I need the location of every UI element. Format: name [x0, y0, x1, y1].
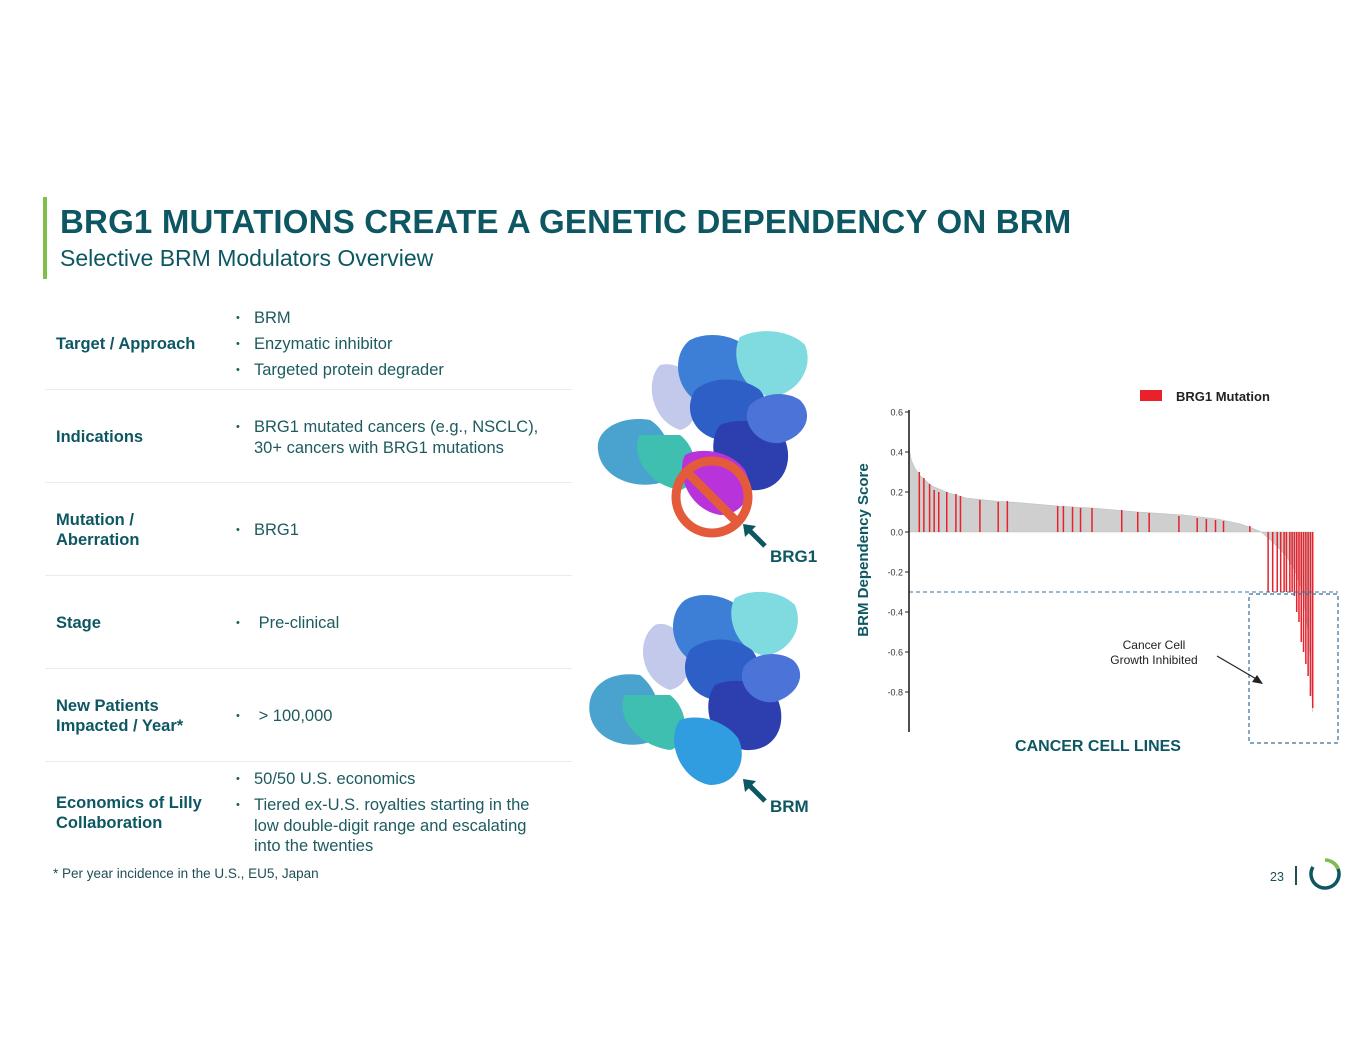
brg1-protein-image — [597, 331, 808, 538]
row-bullets: BRM Enzymatic inhibitor Targeted protein… — [236, 308, 444, 386]
annotation-arrowhead — [1252, 675, 1263, 684]
y-tick-label: -0.4 — [887, 608, 903, 618]
page-subtitle: Selective BRM Modulators Overview — [60, 245, 434, 271]
page-separator — [1295, 866, 1297, 885]
row-label-stage: Stage — [56, 614, 101, 632]
y-tick-label: -0.6 — [887, 648, 903, 658]
page-title: BRG1 MUTATIONS CREATE A GENETIC DEPENDEN… — [60, 203, 1072, 240]
row-label-target-approach: Target / Approach — [56, 335, 196, 353]
company-logo-icon — [1309, 858, 1341, 890]
row-bullets: > 100,000 — [236, 706, 332, 732]
y-tick-label: -0.2 — [887, 568, 903, 578]
bullet-item: Tiered ex-U.S. royalties starting in the… — [236, 795, 546, 857]
brm-label: BRM — [770, 797, 809, 816]
brm-arrow-icon — [743, 779, 767, 803]
bullet-item: Targeted protein degrader — [236, 360, 444, 381]
table-row: Mutation / Aberration BRG1 — [45, 483, 572, 576]
dependency-area — [908, 447, 1314, 713]
y-tick-label: -0.8 — [887, 688, 903, 698]
bullet-item: BRG1 — [236, 520, 299, 541]
footnote: * Per year incidence in the U.S., EU5, J… — [53, 866, 319, 881]
bullet-item: Enzymatic inhibitor — [236, 334, 444, 355]
y-tick-label: 0.4 — [890, 448, 903, 458]
table-row: Stage Pre-clinical — [45, 576, 572, 669]
annotation-line-2: Growth Inhibited — [1110, 653, 1197, 667]
bullet-item: BRM — [236, 308, 444, 329]
legend-swatch — [1140, 390, 1162, 401]
row-bullets: 50/50 U.S. economics Tiered ex-U.S. roya… — [236, 769, 546, 862]
bullet-item: Pre-clinical — [236, 613, 339, 634]
table-row: New Patients Impacted / Year* > 100,000 — [45, 669, 572, 762]
annotation-line-1: Cancer Cell — [1123, 638, 1186, 652]
plot-area: 0.6 0.4 0.2 0.0 -0.2 -0.4 -0.6 -0.8 — [887, 408, 1338, 732]
brg1-label: BRG1 — [770, 547, 818, 566]
table-row: Target / Approach BRM Enzymatic inhibito… — [45, 298, 572, 390]
inhibited-region-box — [1248, 593, 1339, 744]
table-row: Indications BRG1 mutated cancers (e.g., … — [45, 390, 572, 483]
brg1-arrow-icon — [743, 524, 767, 548]
title-accent-bar — [43, 197, 47, 279]
page-number: 23 — [1270, 870, 1284, 884]
bullet-item: BRG1 mutated cancers (e.g., NSCLC), 30+ … — [236, 417, 566, 458]
row-bullets: Pre-clinical — [236, 613, 339, 639]
annotation-arrow — [1216, 655, 1259, 681]
row-bullets: BRG1 mutated cancers (e.g., NSCLC), 30+ … — [236, 417, 566, 464]
x-axis-label: CANCER CELL LINES — [1015, 738, 1181, 755]
row-bullets: BRG1 — [236, 520, 299, 546]
y-tick-label: 0.0 — [890, 528, 903, 538]
y-axis-label: BRM Dependency Score — [855, 463, 872, 636]
row-label-new-patients: New Patients Impacted / Year* — [56, 697, 184, 735]
overview-table: Target / Approach BRM Enzymatic inhibito… — [45, 298, 572, 862]
legend-label: BRG1 Mutation — [1176, 389, 1270, 404]
bullet-item: 50/50 U.S. economics — [236, 769, 546, 790]
y-tick-label: 0.6 — [890, 408, 903, 418]
row-label-indications: Indications — [56, 428, 144, 446]
table-row: Economics of Lilly Collaboration 50/50 U… — [45, 762, 572, 862]
brm-protein-image — [589, 591, 801, 785]
bullet-item: > 100,000 — [236, 706, 332, 727]
brm-dependency-chart: 0.6 0.4 0.2 0.0 -0.2 -0.4 -0.6 -0.8 BRG1 Mutati… — [855, 389, 1339, 755]
row-label-mutation: Mutation / Aberration — [56, 511, 140, 549]
y-tick-label: 0.2 — [890, 488, 903, 498]
row-label-economics: Economics of Lilly Collaboration — [56, 794, 202, 832]
